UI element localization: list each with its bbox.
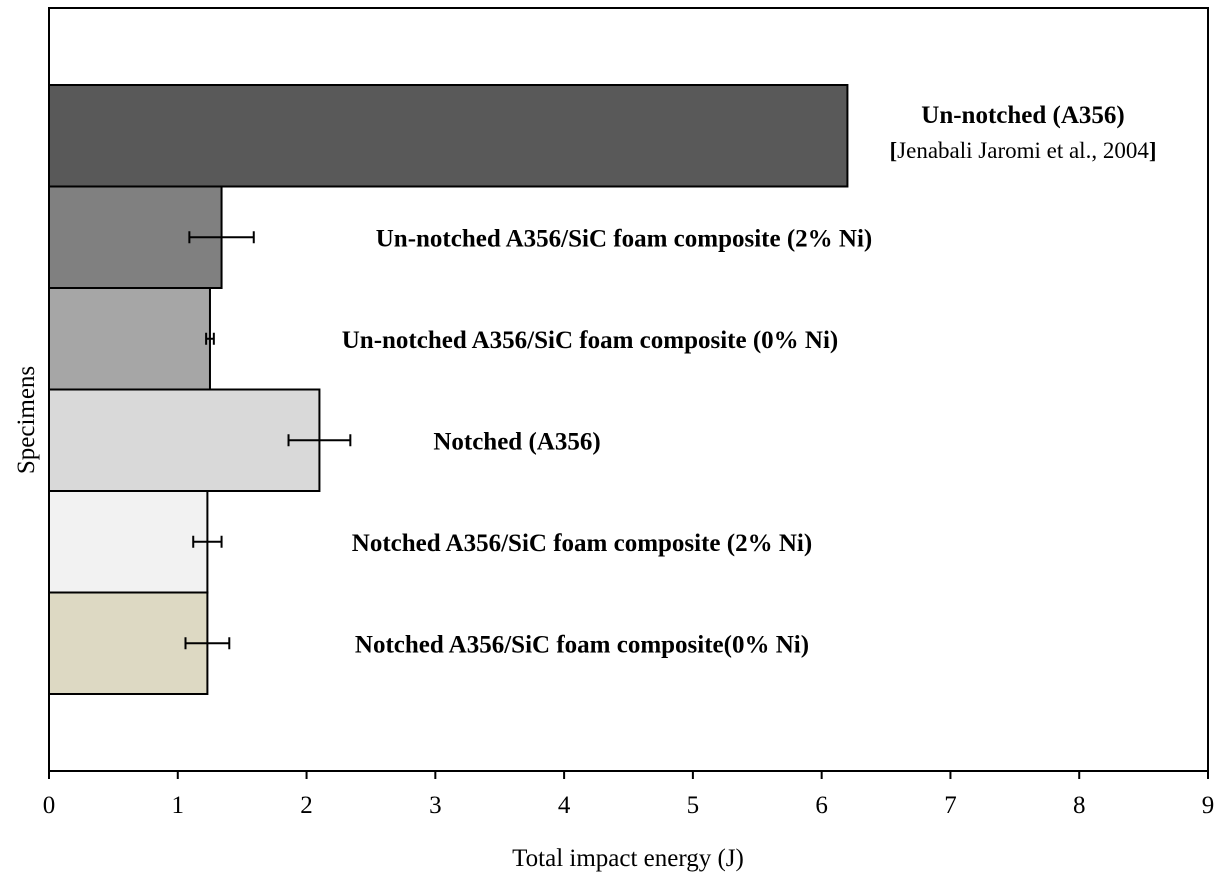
- x-tick-label-1: 1: [172, 792, 185, 819]
- bar-label-5: Notched A356/SiC foam composite(0% Ni): [355, 631, 809, 658]
- bar-sublabel-0: [Jenabali Jaromi et al., 2004]: [890, 138, 1157, 163]
- x-tick-label-8: 8: [1073, 792, 1086, 819]
- x-tick-label-0: 0: [43, 792, 56, 819]
- bar-label-4: Notched A356/SiC foam composite (2% Ni): [352, 530, 812, 557]
- x-axis-title: Total impact energy (J): [512, 845, 744, 872]
- bar-0: [48, 84, 849, 188]
- x-axis-ticks: 0 1 2 3 4 5 6 7 8 9: [43, 771, 1215, 819]
- bars-layer: [48, 84, 849, 695]
- x-tick-label-4: 4: [558, 792, 571, 819]
- bar-3: [48, 388, 321, 492]
- x-tick-label-3: 3: [429, 792, 442, 819]
- bar-4: [48, 490, 209, 594]
- bar-labels-layer: Un-notched (A356) [Jenabali Jaromi et al.…: [342, 102, 1157, 658]
- bar-5: [48, 591, 209, 695]
- x-tick-label-7: 7: [944, 792, 957, 819]
- x-tick-label-5: 5: [687, 792, 700, 819]
- x-tick-label-9: 9: [1202, 792, 1215, 819]
- bar-label-3: Notched (A356): [433, 428, 600, 455]
- x-tick-label-6: 6: [815, 792, 828, 819]
- y-axis-title: Specimens: [13, 366, 40, 474]
- bar-label-2: Un-notched A356/SiC foam composite (0% N…: [342, 327, 839, 354]
- bar-2: [48, 287, 211, 391]
- bar-label-1: Un-notched A356/SiC foam composite (2% N…: [376, 225, 873, 252]
- x-tick-label-2: 2: [300, 792, 313, 819]
- error-bars-layer: [184, 231, 352, 650]
- bar-label-0: Un-notched (A356): [921, 102, 1124, 129]
